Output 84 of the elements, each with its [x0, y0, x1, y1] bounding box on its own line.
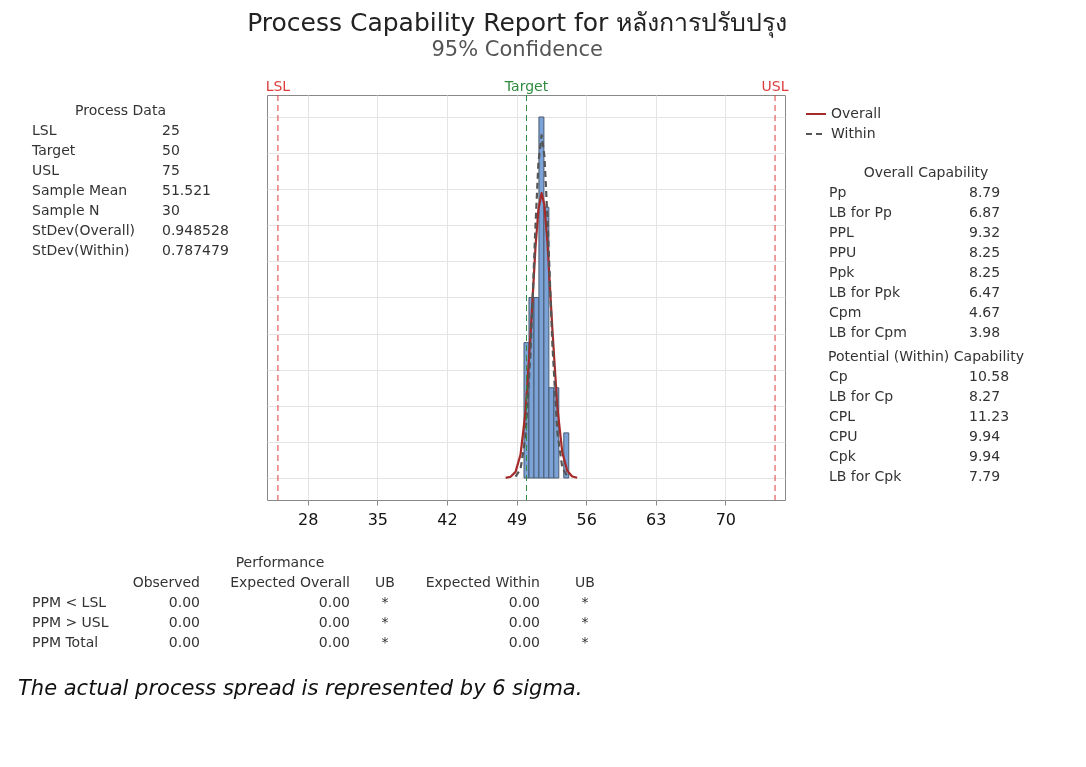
data-label: 9.94 [969, 428, 1001, 444]
x-tick-label: 56 [576, 509, 597, 529]
data-label: 0.00 [318, 614, 350, 630]
category-label: LSL [32, 122, 57, 138]
text: Expected Overall [230, 574, 350, 590]
data-label: 9.94 [969, 448, 1001, 464]
category-label: Sample Mean [32, 182, 128, 198]
data-label: * [381, 614, 389, 630]
category-label: LB for Pp [829, 204, 892, 220]
category-label: LB for Cp [829, 388, 894, 404]
data-label: 0.948528 [162, 222, 229, 238]
text: Potential (Within) Capability [828, 348, 1024, 364]
data-label: 30 [162, 202, 180, 218]
data-label: 25 [162, 122, 180, 138]
text: Performance [235, 554, 325, 570]
data-label: 8.25 [969, 264, 1001, 280]
category-label: PPU [829, 244, 857, 260]
category-label: Cp [829, 368, 848, 384]
data-label: 0.00 [168, 614, 200, 630]
category-label: LB for Cpk [829, 468, 903, 484]
category-label: Cpm [829, 304, 862, 320]
data-label: 7.79 [969, 468, 1001, 484]
chart-subtitle: 95% Confidence [431, 36, 603, 61]
data-label: 9.32 [969, 224, 1001, 240]
chart-title: Process Capability Report for หลังการปรับปรุง [247, 7, 788, 38]
x-tick-label: 28 [298, 509, 319, 529]
data-label: 0.00 [318, 594, 350, 610]
category-label: LB for Ppk [829, 284, 901, 300]
category-label: Cpk [829, 448, 857, 464]
category-label: USL [32, 162, 60, 178]
data-label: 0.00 [508, 594, 540, 610]
x-tick-label: 70 [715, 509, 737, 529]
data-label: * [581, 594, 589, 610]
legend-label: Overall [831, 105, 882, 121]
data-label: * [581, 634, 589, 650]
data-label: 10.58 [969, 368, 1010, 384]
text: UB [575, 574, 595, 590]
category-label: Ppk [829, 264, 856, 280]
text: Expected Within [425, 574, 540, 590]
category-label: Sample N [32, 202, 100, 218]
category-label: PPM < LSL [32, 594, 107, 610]
data-label: 8.27 [969, 388, 1001, 404]
x-tick-label: 42 [437, 509, 458, 529]
text: UB [375, 574, 395, 590]
x-tick-label: 63 [646, 509, 667, 529]
data-label: * [381, 634, 389, 650]
category-label: PPL [829, 224, 854, 240]
data-label: * [581, 614, 589, 630]
data-label: 51.521 [162, 182, 211, 198]
data-label: 4.67 [969, 304, 1001, 320]
data-label: 8.79 [969, 184, 1001, 200]
ref-line-label: USL [761, 78, 789, 94]
data-label: 0.00 [168, 634, 200, 650]
data-label: 0.787479 [162, 242, 229, 258]
data-label: 0.00 [168, 594, 200, 610]
x-tick-label: 35 [367, 509, 389, 529]
data-label: 3.98 [969, 324, 1001, 340]
x-tick-label: 49 [506, 509, 528, 529]
category-label: CPL [829, 408, 856, 424]
category-label: Pp [829, 184, 847, 200]
data-label: 0.00 [318, 634, 350, 650]
ref-line-label: Target [503, 78, 549, 94]
data-label: 50 [162, 142, 180, 158]
category-label: StDev(Within) [32, 242, 130, 258]
data-label: 11.23 [969, 408, 1010, 424]
category-label: Target [31, 142, 76, 158]
data-label: 6.47 [969, 284, 1001, 300]
category-label: PPM Total [32, 634, 99, 650]
data-label: 75 [162, 162, 180, 178]
text: The actual process spread is represented by 6 sigma. [18, 676, 583, 700]
legend-label: Within [831, 125, 876, 141]
category-label: LB for Cpm [829, 324, 907, 340]
category-label: PPM > USL [32, 614, 109, 630]
data-label: * [381, 594, 389, 610]
data-label: 8.25 [969, 244, 1001, 260]
text: Process Data [75, 102, 166, 118]
category-label: CPU [829, 428, 858, 444]
data-label: 0.00 [508, 634, 540, 650]
text: Overall Capability [863, 164, 989, 180]
text: Observed [132, 574, 200, 590]
category-label: StDev(Overall) [32, 222, 136, 238]
data-label: 0.00 [508, 614, 540, 630]
data-label: 6.87 [969, 204, 1001, 220]
ref-line-label: LSL [265, 78, 291, 94]
